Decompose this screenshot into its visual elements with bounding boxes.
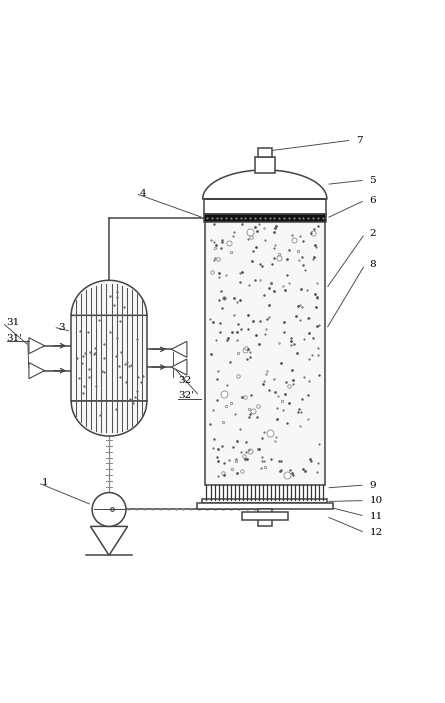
Text: 32': 32' [178, 392, 194, 401]
Bar [205, 220, 325, 485]
Polygon shape [90, 527, 128, 555]
Text: 31: 31 [7, 318, 20, 327]
Text: 12: 12 [369, 528, 383, 537]
Text: 31': 31' [7, 334, 23, 342]
Bar [242, 512, 288, 520]
Polygon shape [203, 170, 327, 199]
Bar [71, 316, 147, 401]
Bar [255, 157, 275, 174]
Text: 10: 10 [369, 496, 383, 505]
Text: 4: 4 [140, 189, 147, 198]
Text: 2: 2 [369, 229, 376, 238]
Polygon shape [29, 363, 44, 379]
Text: 7: 7 [356, 136, 363, 145]
Text: 8: 8 [369, 260, 376, 269]
Bar [204, 199, 326, 214]
Bar [204, 214, 326, 222]
Polygon shape [171, 359, 187, 375]
Circle shape [92, 493, 126, 527]
Polygon shape [71, 280, 147, 316]
Bar [197, 503, 333, 509]
Text: 6: 6 [369, 195, 376, 205]
Text: 11: 11 [369, 512, 383, 521]
Text: 1: 1 [42, 478, 49, 487]
Bar [258, 509, 272, 527]
Polygon shape [71, 401, 147, 436]
Text: 3: 3 [58, 323, 65, 332]
Text: 5: 5 [369, 176, 376, 185]
Bar [202, 499, 327, 503]
Text: 9: 9 [369, 480, 376, 489]
Text: 32: 32 [178, 376, 191, 385]
Polygon shape [171, 341, 187, 357]
Bar [258, 148, 272, 157]
Polygon shape [29, 337, 44, 354]
